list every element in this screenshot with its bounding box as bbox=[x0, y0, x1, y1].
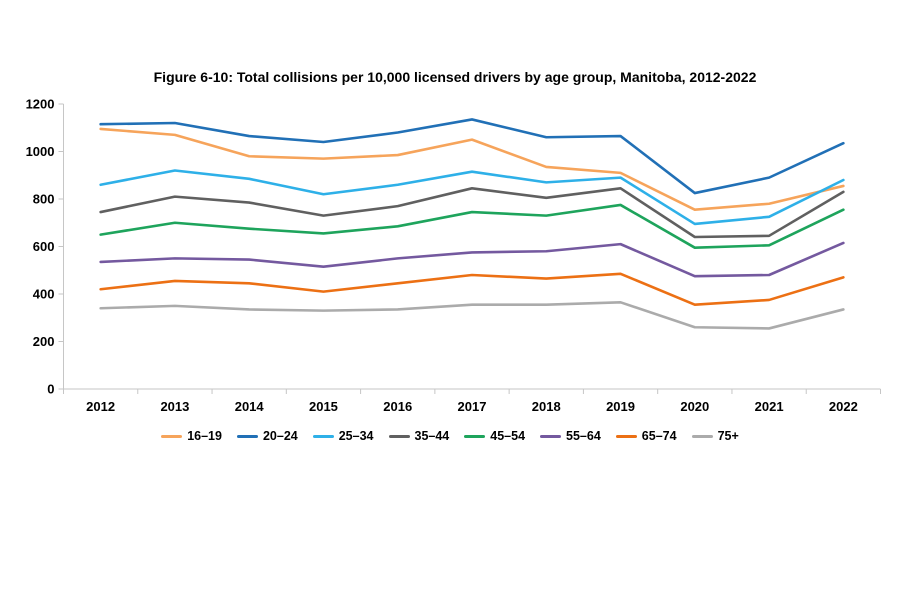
x-axis-tick-label: 2021 bbox=[755, 399, 784, 414]
legend-label-65-74: 65–74 bbox=[641, 429, 677, 443]
legend-item-75plus: 75+ bbox=[691, 429, 739, 443]
legend-label-16-19: 16–19 bbox=[187, 429, 222, 443]
legend-item-65-74: 65–74 bbox=[615, 429, 677, 443]
x-axis-tick-label: 2020 bbox=[680, 399, 709, 414]
legend-swatch-45-54 bbox=[464, 434, 486, 438]
series-line-35-44 bbox=[99, 187, 845, 239]
legend-swatch-20-24 bbox=[236, 434, 258, 438]
x-axis-tick-label: 2018 bbox=[532, 399, 561, 414]
chart-legend: 16–19 20–24 25–34 35–44 45–54 55–64 65–74 75+ bbox=[0, 429, 900, 443]
x-axis-tick-label: 2022 bbox=[829, 399, 858, 414]
series-line-16-19 bbox=[99, 127, 845, 211]
y-axis-tick-label: 1200 bbox=[26, 97, 55, 112]
legend-label-20-24: 20–24 bbox=[262, 429, 298, 443]
y-axis-tick-label: 800 bbox=[33, 192, 55, 207]
x-axis-tick-label: 2013 bbox=[160, 399, 189, 414]
line-chart-canvas: 0 200 400 600 800 1000 1200 2012 2013 2014 2015 201… bbox=[26, 97, 881, 414]
legend-label-55-64: 55–64 bbox=[566, 429, 601, 443]
legend-item-16-19: 16–19 bbox=[161, 429, 222, 443]
series-line-65-74 bbox=[99, 272, 845, 306]
legend-item-35-44: 35–44 bbox=[388, 429, 450, 443]
legend-item-55-64: 55–64 bbox=[540, 429, 601, 443]
x-axis-tick-label: 2014 bbox=[235, 399, 265, 414]
legend-item-25-34: 25–34 bbox=[312, 429, 374, 443]
legend-item-45-54: 45–54 bbox=[464, 429, 525, 443]
y-axis-tick-label: 600 bbox=[33, 239, 55, 254]
legend-label-75plus: 75+ bbox=[717, 429, 739, 443]
legend-swatch-16-19 bbox=[161, 434, 183, 438]
legend-label-45-54: 45–54 bbox=[490, 429, 526, 443]
x-axis-tick-label: 2019 bbox=[606, 399, 635, 414]
series-line-75plus bbox=[99, 301, 845, 330]
x-axis-tick-label: 2012 bbox=[86, 399, 115, 414]
y-axis-tick-label: 200 bbox=[33, 334, 55, 349]
x-axis-tick-label: 2016 bbox=[383, 399, 412, 414]
series-line-20-24 bbox=[99, 118, 845, 195]
series-line-45-54 bbox=[99, 203, 845, 249]
chart-title: Figure 6-10: Total collisions per 10,000… bbox=[153, 69, 757, 85]
legend-swatch-75plus bbox=[691, 434, 713, 438]
legend-label-25-34: 25–34 bbox=[338, 429, 374, 443]
legend-item-20-24: 20–24 bbox=[236, 429, 298, 443]
legend-swatch-65-74 bbox=[615, 434, 637, 438]
y-axis-tick-label: 1000 bbox=[26, 144, 55, 159]
y-axis-tick-label: 0 bbox=[47, 382, 54, 397]
series-line-25-34 bbox=[99, 169, 845, 226]
legend-label-35-44: 35–44 bbox=[414, 429, 450, 443]
y-axis-tick-label: 400 bbox=[33, 287, 55, 302]
legend-swatch-25-34 bbox=[312, 434, 334, 438]
x-axis-tick-label: 2015 bbox=[309, 399, 338, 414]
legend-swatch-55-64 bbox=[540, 434, 562, 438]
series-line-55-64 bbox=[99, 241, 845, 278]
legend-swatch-35-44 bbox=[388, 434, 410, 438]
x-axis-tick-label: 2017 bbox=[458, 399, 487, 414]
